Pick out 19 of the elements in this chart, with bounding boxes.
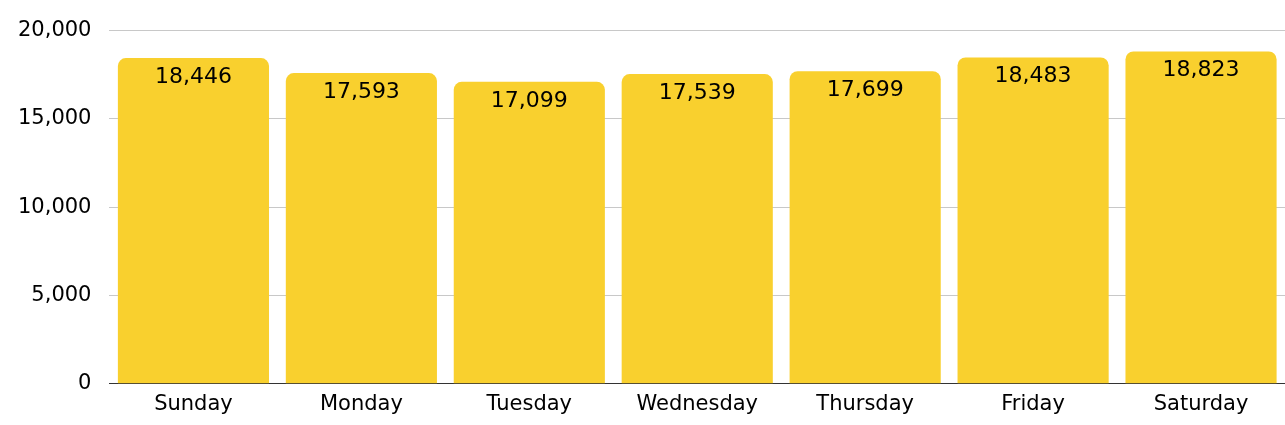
data-label: 17,593: [322, 77, 400, 103]
y-tick-label: 0: [78, 370, 92, 395]
data-label: 17,099: [490, 86, 568, 112]
x-tick-label: Monday: [319, 390, 403, 415]
y-tick-label: 5,000: [31, 281, 92, 306]
data-label: 17,699: [826, 75, 904, 101]
x-tick-label: Saturday: [1153, 390, 1249, 415]
x-tick-label: Tuesday: [485, 390, 573, 415]
y-tick-label: 15,000: [18, 105, 92, 130]
data-label: 18,446: [154, 62, 232, 88]
x-tick-label: Friday: [1001, 390, 1065, 415]
y-tick-label: 10,000: [18, 193, 92, 218]
data-label: 17,539: [658, 78, 736, 104]
x-tick-label: Wednesday: [636, 390, 759, 415]
data-label: 18,483: [994, 62, 1072, 88]
x-tick-label: Sunday: [154, 390, 233, 415]
y-tick-label: 20,000: [18, 17, 92, 42]
x-tick-label: Thursday: [815, 390, 914, 415]
data-label: 18,823: [1162, 56, 1240, 82]
